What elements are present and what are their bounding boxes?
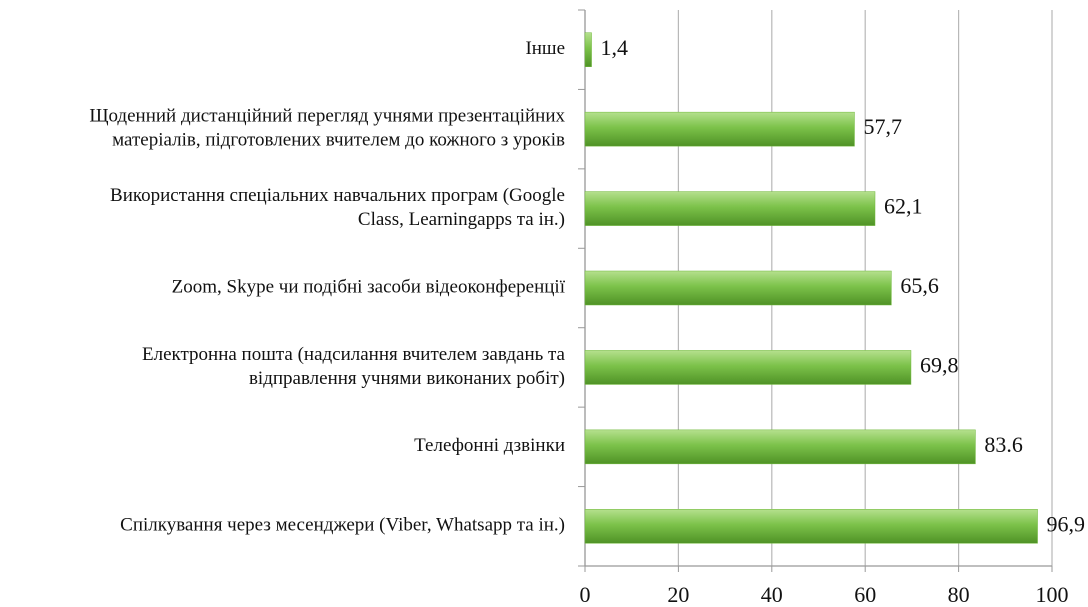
value-label: 65,6 — [900, 273, 939, 298]
y-tick-label: Інше — [525, 38, 565, 59]
y-tick-label: Class, Learningapps та ін.) — [358, 209, 565, 230]
y-tick-label: Телефонні дзвінки — [414, 435, 565, 456]
value-label: 83.6 — [984, 432, 1023, 457]
x-tick-label: 40 — [761, 582, 783, 607]
y-tick-label: Використання спеціальних навчальних прог… — [110, 185, 565, 206]
x-tick-label: 100 — [1036, 582, 1069, 607]
bar — [584, 429, 976, 465]
x-tick-label: 0 — [580, 582, 591, 607]
value-label: 57,7 — [863, 114, 902, 139]
bar — [584, 270, 892, 306]
x-tick-label: 60 — [854, 582, 876, 607]
bar — [584, 32, 592, 67]
y-tick-label: відправлення учнями виконаних робіт) — [249, 368, 565, 389]
y-tick-label: Zoom, Skype чи подібні засоби відеоконфе… — [172, 276, 566, 297]
y-tick-label: матеріалів, підготовлених вчителем до ко… — [112, 130, 565, 151]
x-tick-label: 20 — [667, 582, 689, 607]
y-tick-label: Щоденний дистанційний перегляд учнями пр… — [89, 106, 565, 127]
y-tick-label: Спілкування через месенджери (Viber, Wha… — [120, 515, 565, 536]
value-label: 1,4 — [601, 35, 629, 60]
x-tick-label: 80 — [948, 582, 970, 607]
value-label: 96,9 — [1047, 511, 1086, 536]
bar — [584, 509, 1038, 544]
y-tick-label: Електронна пошта (надсилання вчителем за… — [142, 344, 566, 365]
bar — [584, 111, 855, 147]
value-label: 69,8 — [920, 352, 959, 377]
bar — [584, 350, 912, 385]
bar — [584, 191, 876, 226]
value-label: 62,1 — [884, 194, 923, 219]
